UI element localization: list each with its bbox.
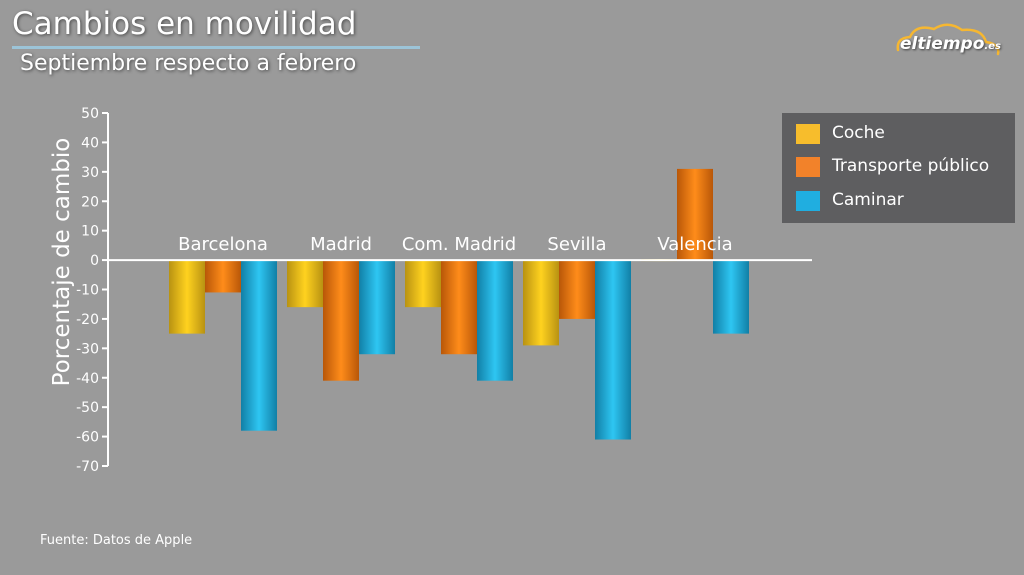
bar-caminar-0 <box>241 260 277 431</box>
bar-transporte-p-blico-4 <box>677 168 713 261</box>
y-tick-label: 30 <box>81 165 99 181</box>
page-subtitle: Septiembre respecto a febrero <box>20 51 357 76</box>
y-tick-label: 40 <box>81 135 99 151</box>
y-tick-label: -10 <box>76 283 99 299</box>
bar-transporte-p-blico-0 <box>205 260 241 293</box>
bar-transporte-p-blico-2 <box>441 260 477 355</box>
bar-transporte-p-blico-3 <box>559 260 595 319</box>
bar-coche-2 <box>405 260 441 308</box>
page-title: Cambios en movilidad <box>12 6 357 42</box>
y-axis-label: Porcentaje de cambio <box>49 138 75 387</box>
title-underline <box>12 46 420 49</box>
y-tick-label: -60 <box>76 430 99 446</box>
legend-label-caminar: Caminar <box>832 190 904 210</box>
y-tick-label: 0 <box>90 253 99 269</box>
y-tick-label: 50 <box>81 106 99 122</box>
y-tick-label: 10 <box>81 224 99 240</box>
bar-caminar-3 <box>595 260 631 440</box>
y-tick-label: -50 <box>76 400 99 416</box>
bar-caminar-4 <box>713 260 749 334</box>
logo-text: eltiempo.es <box>900 34 1001 54</box>
legend: Coche Transporte público Caminar <box>782 113 1015 223</box>
legend-swatch-coche <box>796 124 820 144</box>
source-note: Fuente: Datos de Apple <box>40 533 193 548</box>
y-tick-label: -40 <box>76 371 99 387</box>
bar-caminar-1 <box>359 260 395 355</box>
y-tick-label: -20 <box>76 312 99 328</box>
eltiempo-logo-cloud-icon <box>896 23 1000 56</box>
bar-caminar-2 <box>477 260 513 381</box>
y-tick-label: 20 <box>81 194 99 210</box>
bar-coche-0 <box>169 260 205 334</box>
category-label: Valencia <box>657 234 732 255</box>
bar-coche-3 <box>523 260 559 346</box>
category-labels: Barcelona Madrid Com. Madrid Sevilla Valenci… <box>178 234 733 255</box>
category-label: Barcelona <box>178 234 268 255</box>
y-tick-label: -70 <box>76 459 99 475</box>
category-label: Com. Madrid <box>402 234 516 255</box>
legend-label-coche: Coche <box>832 123 885 143</box>
legend-label-transporte: Transporte público <box>832 156 990 176</box>
legend-swatch-transporte <box>796 157 820 177</box>
bar-coche-1 <box>287 260 323 308</box>
bar-transporte-p-blico-1 <box>323 260 359 381</box>
bars-group <box>169 168 749 440</box>
category-label: Sevilla <box>547 234 606 255</box>
category-label: Madrid <box>310 234 372 255</box>
y-tick-label: -30 <box>76 341 99 357</box>
y-axis-ticks: 50 40 30 20 10 0 -10 -20 -30 -40 -50 -60 -70 <box>76 106 108 475</box>
legend-swatch-caminar <box>796 191 820 211</box>
